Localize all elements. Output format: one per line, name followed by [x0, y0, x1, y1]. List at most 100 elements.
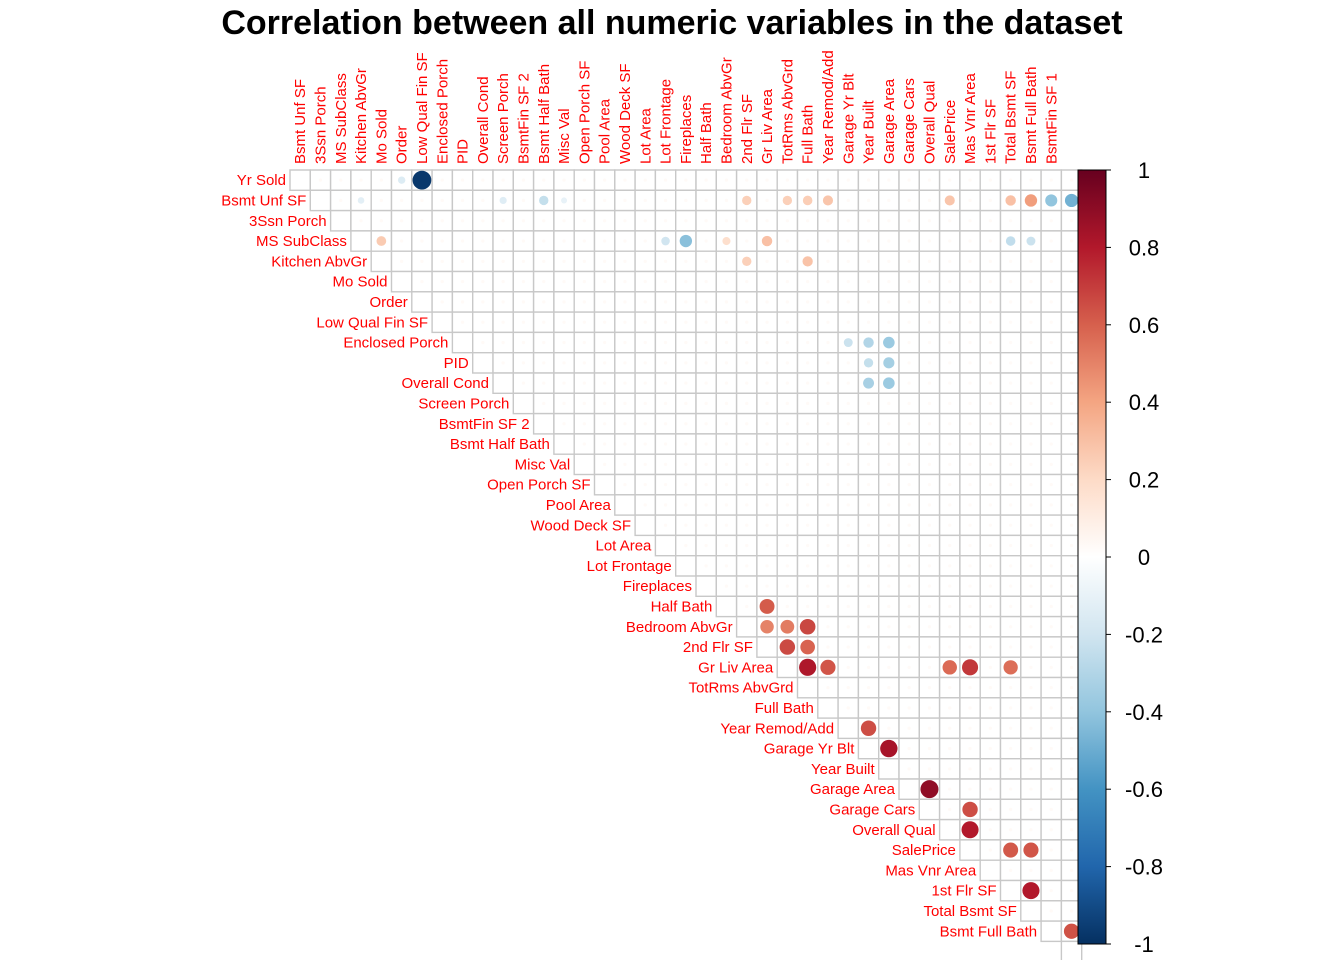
- correlation-circle: [846, 462, 850, 467]
- correlation-circle: [1069, 706, 1074, 710]
- row-label-bsmt-unf-sf: Bsmt Unf SF: [221, 192, 306, 209]
- correlation-circle: [643, 320, 647, 324]
- correlation-circle: [988, 401, 993, 406]
- correlation-circle: [765, 523, 769, 527]
- correlation-circle: [927, 320, 932, 324]
- correlation-circle: [805, 279, 810, 284]
- correlation-circle: [684, 198, 688, 203]
- correlation-circle: [521, 300, 526, 304]
- correlation-circle: [1008, 746, 1013, 751]
- correlation-circle: [1049, 848, 1053, 852]
- correlation-circle: [1008, 828, 1013, 832]
- correlation-circle: [704, 361, 708, 365]
- correlation-circle: [765, 584, 769, 588]
- correlation-circle: [826, 279, 830, 284]
- correlation-circle: [623, 381, 627, 385]
- correlation-circle: [440, 219, 444, 223]
- correlation-circle: [1029, 178, 1033, 182]
- correlation-circle: [1026, 236, 1036, 246]
- row-label-open-porch-sf: Open Porch SF: [487, 477, 590, 494]
- correlation-circle: [927, 503, 932, 507]
- column-label-gr-liv-area: Gr Liv Area: [759, 88, 776, 164]
- correlation-circle: [1049, 381, 1053, 385]
- correlation-circle: [722, 237, 731, 246]
- correlation-circle: [1029, 685, 1033, 690]
- correlation-circle: [846, 665, 850, 670]
- correlation-circle: [663, 279, 668, 284]
- colorbar-tick-label: -0.4: [1125, 700, 1163, 725]
- correlation-circle: [663, 381, 668, 385]
- correlation-circle: [440, 198, 444, 203]
- grid-cell: [959, 839, 981, 861]
- correlation-circle: [866, 320, 871, 324]
- correlation-circle: [1029, 300, 1033, 304]
- column-label-full-bath: Full Bath: [800, 105, 817, 164]
- column-label-year-remod-add: Year Remod/Add: [820, 50, 837, 164]
- correlation-circle: [866, 239, 871, 243]
- correlation-circle: [460, 178, 465, 182]
- row-label-yr-sold: Yr Sold: [237, 172, 286, 189]
- correlation-circle: [582, 442, 587, 446]
- correlation-circle: [663, 300, 668, 304]
- correlation-circle: [866, 625, 871, 629]
- correlation-circle: [501, 300, 505, 304]
- correlation-circle: [1029, 868, 1033, 873]
- correlation-circle: [988, 422, 993, 426]
- correlation-circle: [643, 279, 647, 284]
- colorbar-tick-label: 0.6: [1129, 313, 1160, 338]
- correlation-circle: [684, 462, 688, 467]
- correlation-circle: [582, 219, 587, 223]
- correlation-circle: [745, 178, 749, 182]
- correlation-circle: [765, 198, 769, 203]
- correlation-circle: [704, 219, 708, 223]
- correlation-circle: [501, 259, 505, 264]
- grid-cell: [1020, 900, 1042, 922]
- grid-cell: [329, 209, 352, 232]
- colorbar-tick-label: -0.8: [1125, 855, 1163, 880]
- correlation-circle: [887, 706, 891, 710]
- correlation-circle: [460, 219, 465, 223]
- correlation-circle: [1049, 787, 1053, 791]
- row-label-bsmtfin-sf-2: BsmtFin SF 2: [439, 416, 530, 433]
- correlation-circle: [785, 482, 790, 487]
- correlation-circle: [1069, 645, 1074, 649]
- correlation-circle: [742, 195, 752, 206]
- correlation-circle: [643, 178, 647, 182]
- correlation-circle: [1049, 888, 1053, 893]
- grid-cell: [1060, 940, 1083, 960]
- correlation-circle: [1029, 462, 1033, 467]
- correlation-circle: [1008, 320, 1013, 324]
- row-label-screen-porch: Screen Porch: [418, 395, 509, 412]
- correlation-circle: [602, 198, 607, 203]
- correlation-circle: [1049, 746, 1053, 751]
- correlation-circle: [968, 340, 972, 345]
- correlation-circle: [846, 381, 850, 385]
- column-label-bsmtfin-sf-1: BsmtFin SF 1: [1043, 73, 1060, 164]
- correlation-circle: [440, 300, 444, 304]
- correlation-circle: [1049, 462, 1053, 467]
- correlation-circle: [684, 422, 688, 426]
- correlation-circle: [1024, 194, 1038, 207]
- correlation-circle: [724, 543, 729, 548]
- correlation-circle: [1029, 543, 1033, 548]
- correlation-circle: [948, 462, 952, 467]
- correlation-circle: [785, 361, 790, 365]
- correlation-circle: [907, 523, 911, 527]
- correlation-circle: [805, 239, 810, 243]
- correlation-circle: [623, 320, 627, 324]
- correlation-circle: [968, 442, 972, 446]
- row-label-garage-cars: Garage Cars: [829, 801, 915, 818]
- correlation-circle: [561, 197, 568, 204]
- correlation-circle: [1049, 401, 1053, 406]
- correlation-circle: [785, 543, 790, 548]
- correlation-circle: [1069, 828, 1074, 832]
- correlation-circle: [339, 178, 343, 182]
- correlation-circle: [623, 300, 627, 304]
- correlation-circle: [542, 239, 546, 243]
- correlation-circle: [582, 422, 587, 426]
- correlation-circle: [399, 259, 404, 264]
- correlation-circle: [927, 767, 932, 771]
- correlation-circle: [1069, 543, 1074, 548]
- correlation-circle: [948, 178, 952, 182]
